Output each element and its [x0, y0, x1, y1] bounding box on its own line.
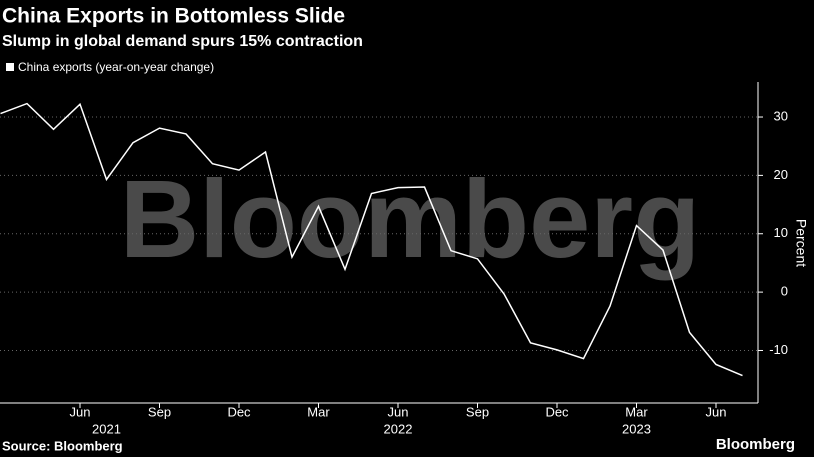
legend-label: China exports (year-on-year change) [18, 60, 214, 74]
y-tick-label: -10 [769, 342, 788, 357]
year-label: 2023 [622, 421, 651, 436]
x-tick-label: Jun [706, 404, 727, 419]
y-tick-label: 30 [774, 108, 788, 123]
chart-subtitle: Slump in global demand spurs 15% contrac… [2, 33, 363, 50]
x-tick-label: Mar [307, 404, 330, 419]
y-tick-label: 0 [781, 284, 788, 299]
y-tick-label: 10 [774, 225, 788, 240]
y-axis-title: Percent [793, 219, 809, 267]
x-tick-label: Jun [388, 404, 409, 419]
y-tick-label: 20 [774, 167, 788, 182]
x-tick-label: Sep [466, 404, 489, 419]
watermark: Bloomberg [120, 158, 701, 281]
x-tick-label: Mar [625, 404, 648, 419]
x-tick-label: Sep [148, 404, 171, 419]
legend-swatch [6, 63, 14, 71]
year-label: 2022 [384, 421, 413, 436]
year-label: 2021 [92, 421, 121, 436]
source: Source: Bloomberg [2, 438, 123, 453]
x-tick-label: Dec [545, 404, 569, 419]
logo: Bloomberg [716, 436, 795, 453]
data-line [0, 102, 743, 377]
chart-title: China Exports in Bottomless Slide [2, 5, 345, 28]
x-tick-label: Jun [70, 404, 91, 419]
x-tick-label: Dec [227, 404, 251, 419]
